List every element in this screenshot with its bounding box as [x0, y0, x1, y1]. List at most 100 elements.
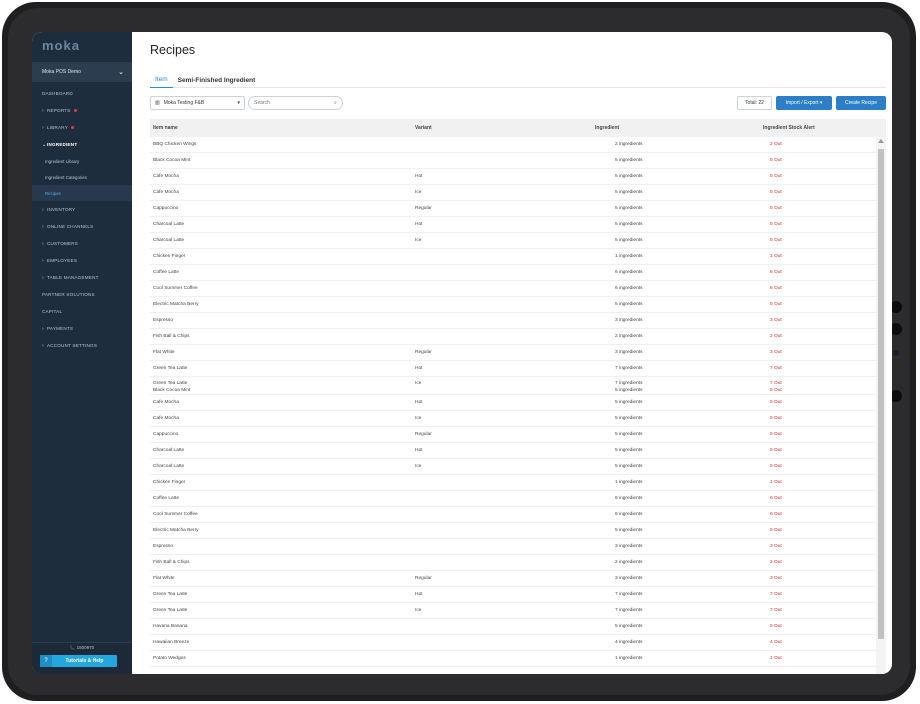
table-row[interactable]: Flat White Regular 3 ingredients 3 Out — [150, 571, 886, 587]
table-row[interactable]: Charcoal Latte Ice 5 ingredients 5 Out — [150, 233, 886, 249]
table-row[interactable]: Cool Summer Coffee 6 ingredients 6 Out — [150, 281, 886, 297]
table-row[interactable]: Espresso 3 ingredients 3 Out — [150, 539, 886, 555]
header-ingredient[interactable]: Ingredient — [595, 125, 620, 131]
moka-logo[interactable]: moka — [42, 38, 80, 53]
sidebar-item-label: Inventory — [47, 207, 76, 212]
table-row[interactable]: Green Tea Latte Black Cocoa Mint Ice 7 ingr… — [150, 377, 886, 395]
outlet-select[interactable]: ▥ Moka Testing F&B ▾ — [150, 96, 245, 110]
sidebar-subitem-ingredient-categories[interactable]: Ingredient Categories — [45, 174, 87, 180]
tab-semi-finished-ingredient[interactable]: Semi-Finished Ingredient — [177, 76, 256, 84]
item-name-text: Coffee Latte — [153, 496, 180, 501]
table-row[interactable]: Charcoal Latte Hot 5 ingredients 5 Out — [150, 443, 886, 459]
table-row[interactable]: Cappuccino Regular 5 ingredients 5 Out — [150, 427, 886, 443]
table-row[interactable]: Charcoal Latte Hot 5 ingredients 5 Out — [150, 217, 886, 233]
stock-alert-text: 1 Out — [770, 656, 782, 661]
cell-ingredient: 7 ingredients — [592, 592, 762, 597]
table-row[interactable]: Electric Matcha Berry 5 ingredients 5 Out — [150, 297, 886, 313]
cell-stock-alert: 5 Out — [762, 528, 886, 533]
table-row[interactable]: Coffee Latte 6 ingredients 6 Out — [150, 265, 886, 281]
ingredient-count: 5 ingredients — [615, 206, 643, 211]
ingredient-count: 7 ingredients — [615, 381, 643, 386]
sidebar-item-ingredient[interactable]: ⌄ Ingredient — [32, 136, 132, 153]
sidebar-item-online-channels[interactable]: › Online Channels — [32, 218, 132, 235]
table-row[interactable]: Cafe Mocha Ice 5 ingredients 5 Out — [150, 411, 886, 427]
sidebar-item-library[interactable]: › Library — [32, 119, 132, 136]
header-stock-alert[interactable]: Ingredient Stock Alert — [763, 125, 815, 131]
cell-item-name: Cafe Mocha — [150, 190, 412, 195]
table-row[interactable]: Chicken Finger 1 ingredients 1 Out — [150, 475, 886, 491]
table-row[interactable]: Fish Ball & Chips 2 ingredients 2 Out — [150, 555, 886, 571]
stock-alert-text: 7 Out — [770, 608, 782, 613]
cell-variant: Regular — [415, 206, 432, 211]
ingredient-count: 1 ingredients — [615, 656, 643, 661]
sidebar-item-capital[interactable]: Capital — [32, 303, 132, 320]
table-row[interactable]: Cafe Mocha Hot 5 ingredients 5 Out — [150, 395, 886, 411]
import-export-button[interactable]: Import / Export ▾ — [776, 96, 832, 110]
ingredient-count: 5 ingredients — [615, 302, 643, 307]
ingredient-count: 5 ingredients — [615, 158, 643, 163]
table-row[interactable]: Cafe Mocha Ice 5 ingredients 5 Out — [150, 185, 886, 201]
cell-ingredient: 1 ingredients — [592, 480, 762, 485]
sidebar-subitem-recipes[interactable]: Recipes — [32, 185, 132, 201]
sidebar-item-partner-solutions[interactable]: Partner Solutions — [32, 286, 132, 303]
table-row[interactable]: Green Tea Latte Ice 7 ingredients 7 Out — [150, 603, 886, 619]
scrollbar-thumb[interactable] — [878, 149, 884, 639]
ingredient-count: 3 ingredients — [615, 576, 643, 581]
table-row[interactable]: Cappuccino Regular 5 ingredients 5 Out — [150, 201, 886, 217]
sidebar-item-payments[interactable]: › Payments — [32, 320, 132, 337]
sidebar-item-reports[interactable]: › Reports — [32, 102, 132, 119]
tutorials-help-button[interactable]: ? Tutorials & Help — [40, 655, 117, 667]
item-name-text: Espresso — [153, 544, 173, 549]
cell-variant: Regular — [415, 432, 432, 437]
header-item-name[interactable]: Item name — [153, 125, 178, 131]
cell-item-name: Charcoal Latte — [150, 238, 412, 243]
sidebar-item-account-settings[interactable]: › Account Settings — [32, 337, 132, 354]
ingredient-count: 5 ingredients — [615, 528, 643, 533]
sidebar-item-employees[interactable]: › Employees — [32, 252, 132, 269]
search-input[interactable] — [254, 100, 334, 106]
item-name-text: Cafe Mocha — [153, 400, 179, 405]
notification-dot — [73, 109, 77, 112]
table-row[interactable]: Green Tea Latte Hot 7 ingredients 7 Out — [150, 361, 886, 377]
scroll-up-icon[interactable] — [878, 139, 884, 143]
main-content: Recipes Item Semi-Finished Ingredient ▥ … — [132, 32, 892, 674]
table-row[interactable]: Electric Matcha Berry 5 ingredients 5 Out — [150, 523, 886, 539]
create-recipe-button[interactable]: Create Recipe — [836, 96, 886, 110]
stock-alert-text: 7 Out — [770, 592, 782, 597]
cell-stock-alert: 5 Out — [762, 206, 886, 211]
sidebar-subitem-ingredient-library[interactable]: Ingredient Library — [45, 158, 80, 164]
table-row[interactable]: Black Cocoa Mint 5 ingredients 5 Out — [150, 153, 886, 169]
table-row[interactable]: Cafe Mocha Hot 5 ingredients 5 Out — [150, 169, 886, 185]
table-row[interactable]: Espresso 3 ingredients 3 Out — [150, 313, 886, 329]
cell-stock-alert: 5 Out — [762, 158, 886, 163]
table-row[interactable]: Cool Summer Coffee 6 ingredients 6 Out — [150, 507, 886, 523]
cell-stock-alert: 4 Out — [762, 640, 886, 645]
ingredient-count: 6 ingredients — [615, 512, 643, 517]
sidebar-item-dashboard[interactable]: Dashboard — [32, 85, 132, 102]
header-variant[interactable]: Variant — [415, 125, 432, 131]
outlet-switcher[interactable]: Moka POS Demo ⌄ — [32, 62, 132, 82]
cell-stock-alert: 5 Out — [762, 448, 886, 453]
cell-ingredient: 5 ingredients — [592, 416, 762, 421]
cell-item-name: Espresso — [150, 318, 412, 323]
table-row[interactable]: Flat White Regular 3 ingredients 3 Out — [150, 345, 886, 361]
sidebar-item-customers[interactable]: › Customers — [32, 235, 132, 252]
tab-item[interactable]: Item — [150, 72, 173, 88]
table-row[interactable]: Havana Banana 5 ingredients 5 Out — [150, 619, 886, 635]
table-row[interactable]: Hawaiian Breeze 4 ingredients 4 Out — [150, 635, 886, 651]
table-row[interactable]: Fish Ball & Chips 2 ingredients 2 Out — [150, 329, 886, 345]
cell-item-name: Electric Matcha Berry — [150, 528, 412, 533]
table-row[interactable]: Chicken Finger 1 ingredients 1 Out — [150, 249, 886, 265]
cell-stock-alert: 5 Out — [762, 464, 886, 469]
sidebar-item-inventory[interactable]: › Inventory — [32, 201, 132, 218]
scrollbar[interactable] — [876, 137, 886, 674]
table-row[interactable]: BBQ Chicken Wings 2 ingredients 2 Out — [150, 137, 886, 153]
search-icon[interactable]: ⌕ — [334, 100, 337, 106]
sidebar-item-table-management[interactable]: › Table Management — [32, 269, 132, 286]
table-row[interactable]: Green Tea Latte Hot 7 ingredients 7 Out — [150, 587, 886, 603]
cell-ingredient: 1 ingredients — [592, 254, 762, 259]
table-row[interactable]: Coffee Latte 6 ingredients 6 Out — [150, 491, 886, 507]
table-row[interactable]: Charcoal Latte Ice 5 ingredients 5 Out — [150, 459, 886, 475]
cell-variant: Ice — [415, 190, 422, 195]
table-row[interactable]: Potato Wedges 1 ingredients 1 Out — [150, 651, 886, 667]
